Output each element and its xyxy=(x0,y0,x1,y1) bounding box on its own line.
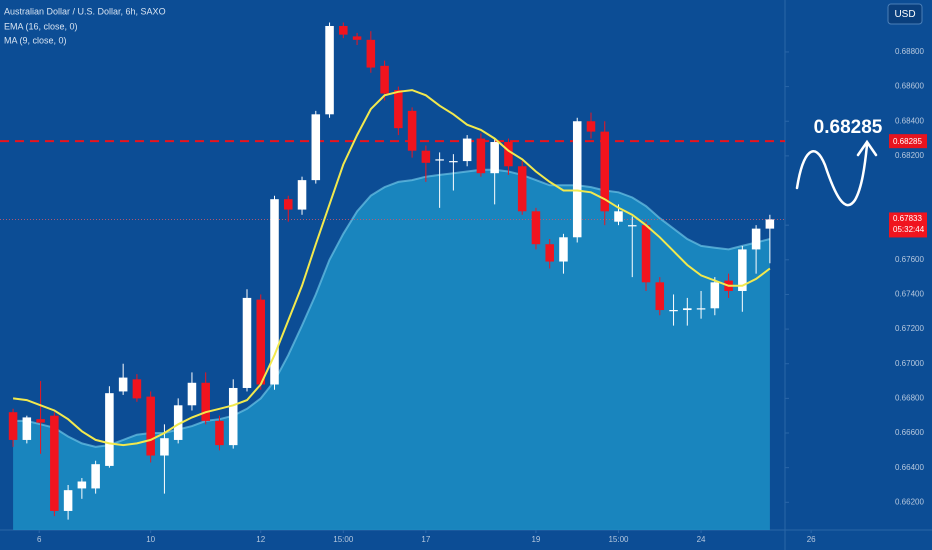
candle-body xyxy=(63,490,73,511)
candle-body xyxy=(242,297,252,388)
candle-body xyxy=(380,65,389,94)
candle-body xyxy=(476,138,486,174)
y-tick-label: 0.66600 xyxy=(895,428,924,437)
last-price-tag xyxy=(889,212,927,238)
last-price-label: 0.67833 xyxy=(893,214,922,223)
candle-body xyxy=(586,121,596,132)
candle-body xyxy=(187,382,197,406)
ema-line xyxy=(12,89,771,447)
candle-body xyxy=(77,481,87,489)
candle-body xyxy=(36,419,45,423)
y-tick-label: 0.66800 xyxy=(895,393,924,402)
ma-area xyxy=(13,169,770,530)
y-tick-label: 0.68400 xyxy=(895,116,924,125)
x-tick-label: 15:00 xyxy=(333,535,354,544)
candle-body xyxy=(339,25,348,35)
candle-body xyxy=(132,379,142,399)
candle-body xyxy=(256,299,266,385)
candle-body xyxy=(614,211,623,222)
candle-body xyxy=(504,142,513,167)
legend-entry: MA (9, close, 0) xyxy=(4,35,67,45)
candle-body xyxy=(710,282,720,309)
x-tick-label: 24 xyxy=(697,535,706,544)
legend-entry: EMA (16, close, 0) xyxy=(4,21,78,31)
y-tick-label: 0.68600 xyxy=(895,82,924,91)
candle-body xyxy=(284,199,293,210)
x-tick-label: 12 xyxy=(256,535,265,544)
candle-body xyxy=(325,25,334,115)
candle-body xyxy=(449,161,458,163)
target-price-label: 0.68285 xyxy=(893,137,922,146)
candle-body xyxy=(572,121,582,238)
candle-body xyxy=(22,417,32,440)
candle-body xyxy=(462,138,472,162)
candle-body xyxy=(683,308,692,311)
candle-body xyxy=(600,131,610,212)
candle-body xyxy=(173,405,183,440)
candle-body xyxy=(118,377,128,392)
currency-label: USD xyxy=(894,9,915,20)
y-tick-label: 0.67400 xyxy=(895,290,924,299)
ma-line xyxy=(13,168,771,448)
y-tick-label: 0.66200 xyxy=(895,497,924,506)
candle-body xyxy=(201,382,210,421)
currency-button[interactable] xyxy=(887,3,923,25)
candle-body xyxy=(641,225,651,283)
candle-body xyxy=(105,393,114,466)
candle-body xyxy=(559,237,568,262)
candle-body xyxy=(751,228,761,250)
target-annotation: 0.68285 xyxy=(814,117,883,138)
candle-body xyxy=(91,464,100,489)
chart-title: Australian Dollar / U.S. Dollar, 6h, SAX… xyxy=(4,6,166,16)
countdown-label: 05:32:44 xyxy=(893,225,925,234)
plot-area xyxy=(0,22,785,530)
y-tick-label: 0.67600 xyxy=(895,255,924,264)
candle-body xyxy=(352,36,362,40)
candle-body xyxy=(394,90,403,129)
target-price-tag xyxy=(889,134,927,149)
x-tick-label: 17 xyxy=(421,535,430,544)
candle-body xyxy=(490,142,499,174)
candle-body xyxy=(270,199,279,385)
candle-body xyxy=(297,180,307,210)
candle-body xyxy=(160,438,169,456)
candle-body xyxy=(435,159,444,161)
candle-body xyxy=(738,249,747,291)
x-tick-label: 26 xyxy=(807,535,816,544)
y-tick-label: 0.68800 xyxy=(895,47,924,56)
x-tick-label: 19 xyxy=(531,535,540,544)
candle-body xyxy=(545,244,554,262)
candle-body xyxy=(421,150,431,163)
candle-body xyxy=(765,219,775,229)
candle-body xyxy=(517,166,527,212)
y-tick-label: 0.66400 xyxy=(895,463,924,472)
x-tick-label: 10 xyxy=(146,535,155,544)
candle-body xyxy=(50,415,59,511)
candle-body xyxy=(696,308,706,310)
x-tick-label: 6 xyxy=(37,535,42,544)
forecast-arrow xyxy=(795,139,878,207)
y-tick-label: 0.67000 xyxy=(895,359,924,368)
candle-body xyxy=(311,114,321,181)
candle-body xyxy=(8,412,18,440)
candle-body xyxy=(669,310,678,312)
candle-body xyxy=(407,110,417,151)
candle-body xyxy=(215,420,224,446)
candle-body xyxy=(628,225,637,227)
y-tick-label: 0.68200 xyxy=(895,151,924,160)
y-tick-label: 0.67200 xyxy=(895,324,924,333)
x-tick-label: 15:00 xyxy=(608,535,629,544)
candle-body xyxy=(146,396,155,456)
candle-body xyxy=(228,387,238,446)
candle-body xyxy=(531,211,541,245)
candle-body xyxy=(655,282,665,311)
candle-body xyxy=(366,39,376,68)
